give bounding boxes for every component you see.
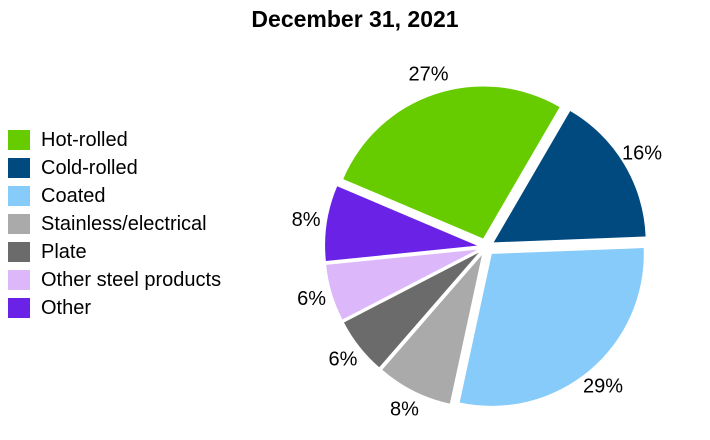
legend-item: Hot-rolled xyxy=(8,126,221,154)
legend-item: Cold-rolled xyxy=(8,154,221,182)
slice-percent-label: 8% xyxy=(390,399,419,421)
legend-item: Other steel products xyxy=(8,266,221,294)
legend-swatch xyxy=(8,130,30,150)
legend-label: Hot-rolled xyxy=(41,128,128,151)
legend-item: Stainless/electrical xyxy=(8,210,221,238)
pie-slice xyxy=(325,186,478,262)
pie-slice xyxy=(343,252,479,368)
pie-slice xyxy=(493,110,646,243)
legend-swatch xyxy=(8,186,30,206)
legend-swatch xyxy=(8,270,30,290)
pie-slice xyxy=(343,86,560,239)
pie-slice xyxy=(382,255,482,404)
legend-swatch xyxy=(8,242,30,262)
pie-slice xyxy=(459,248,644,406)
legend-label: Other xyxy=(41,296,92,319)
chart-title: December 31, 2021 xyxy=(251,6,459,32)
legend-label: Other steel products xyxy=(41,268,222,291)
legend-item: Other xyxy=(8,294,221,322)
slice-percent-label: 29% xyxy=(583,375,623,397)
slice-percent-label: 8% xyxy=(292,209,321,231)
legend-swatch xyxy=(8,298,30,318)
legend-swatch xyxy=(8,214,30,234)
slice-percent-label: 16% xyxy=(622,142,662,164)
slice-percent-label: 6% xyxy=(297,288,326,310)
legend: Hot-rolled Cold-rolled Coated Stainless/ele… xyxy=(8,126,221,322)
legend-item: Coated xyxy=(8,182,221,210)
legend-item: Plate xyxy=(8,238,221,266)
pie-slice xyxy=(326,249,478,320)
slice-percent-label: 27% xyxy=(409,63,449,85)
slice-percent-label: 6% xyxy=(329,349,358,371)
legend-label: Coated xyxy=(41,184,106,207)
legend-label: Cold-rolled xyxy=(41,156,138,179)
legend-label: Stainless/electrical xyxy=(41,212,207,235)
legend-swatch xyxy=(8,158,30,178)
legend-label: Plate xyxy=(41,240,87,263)
